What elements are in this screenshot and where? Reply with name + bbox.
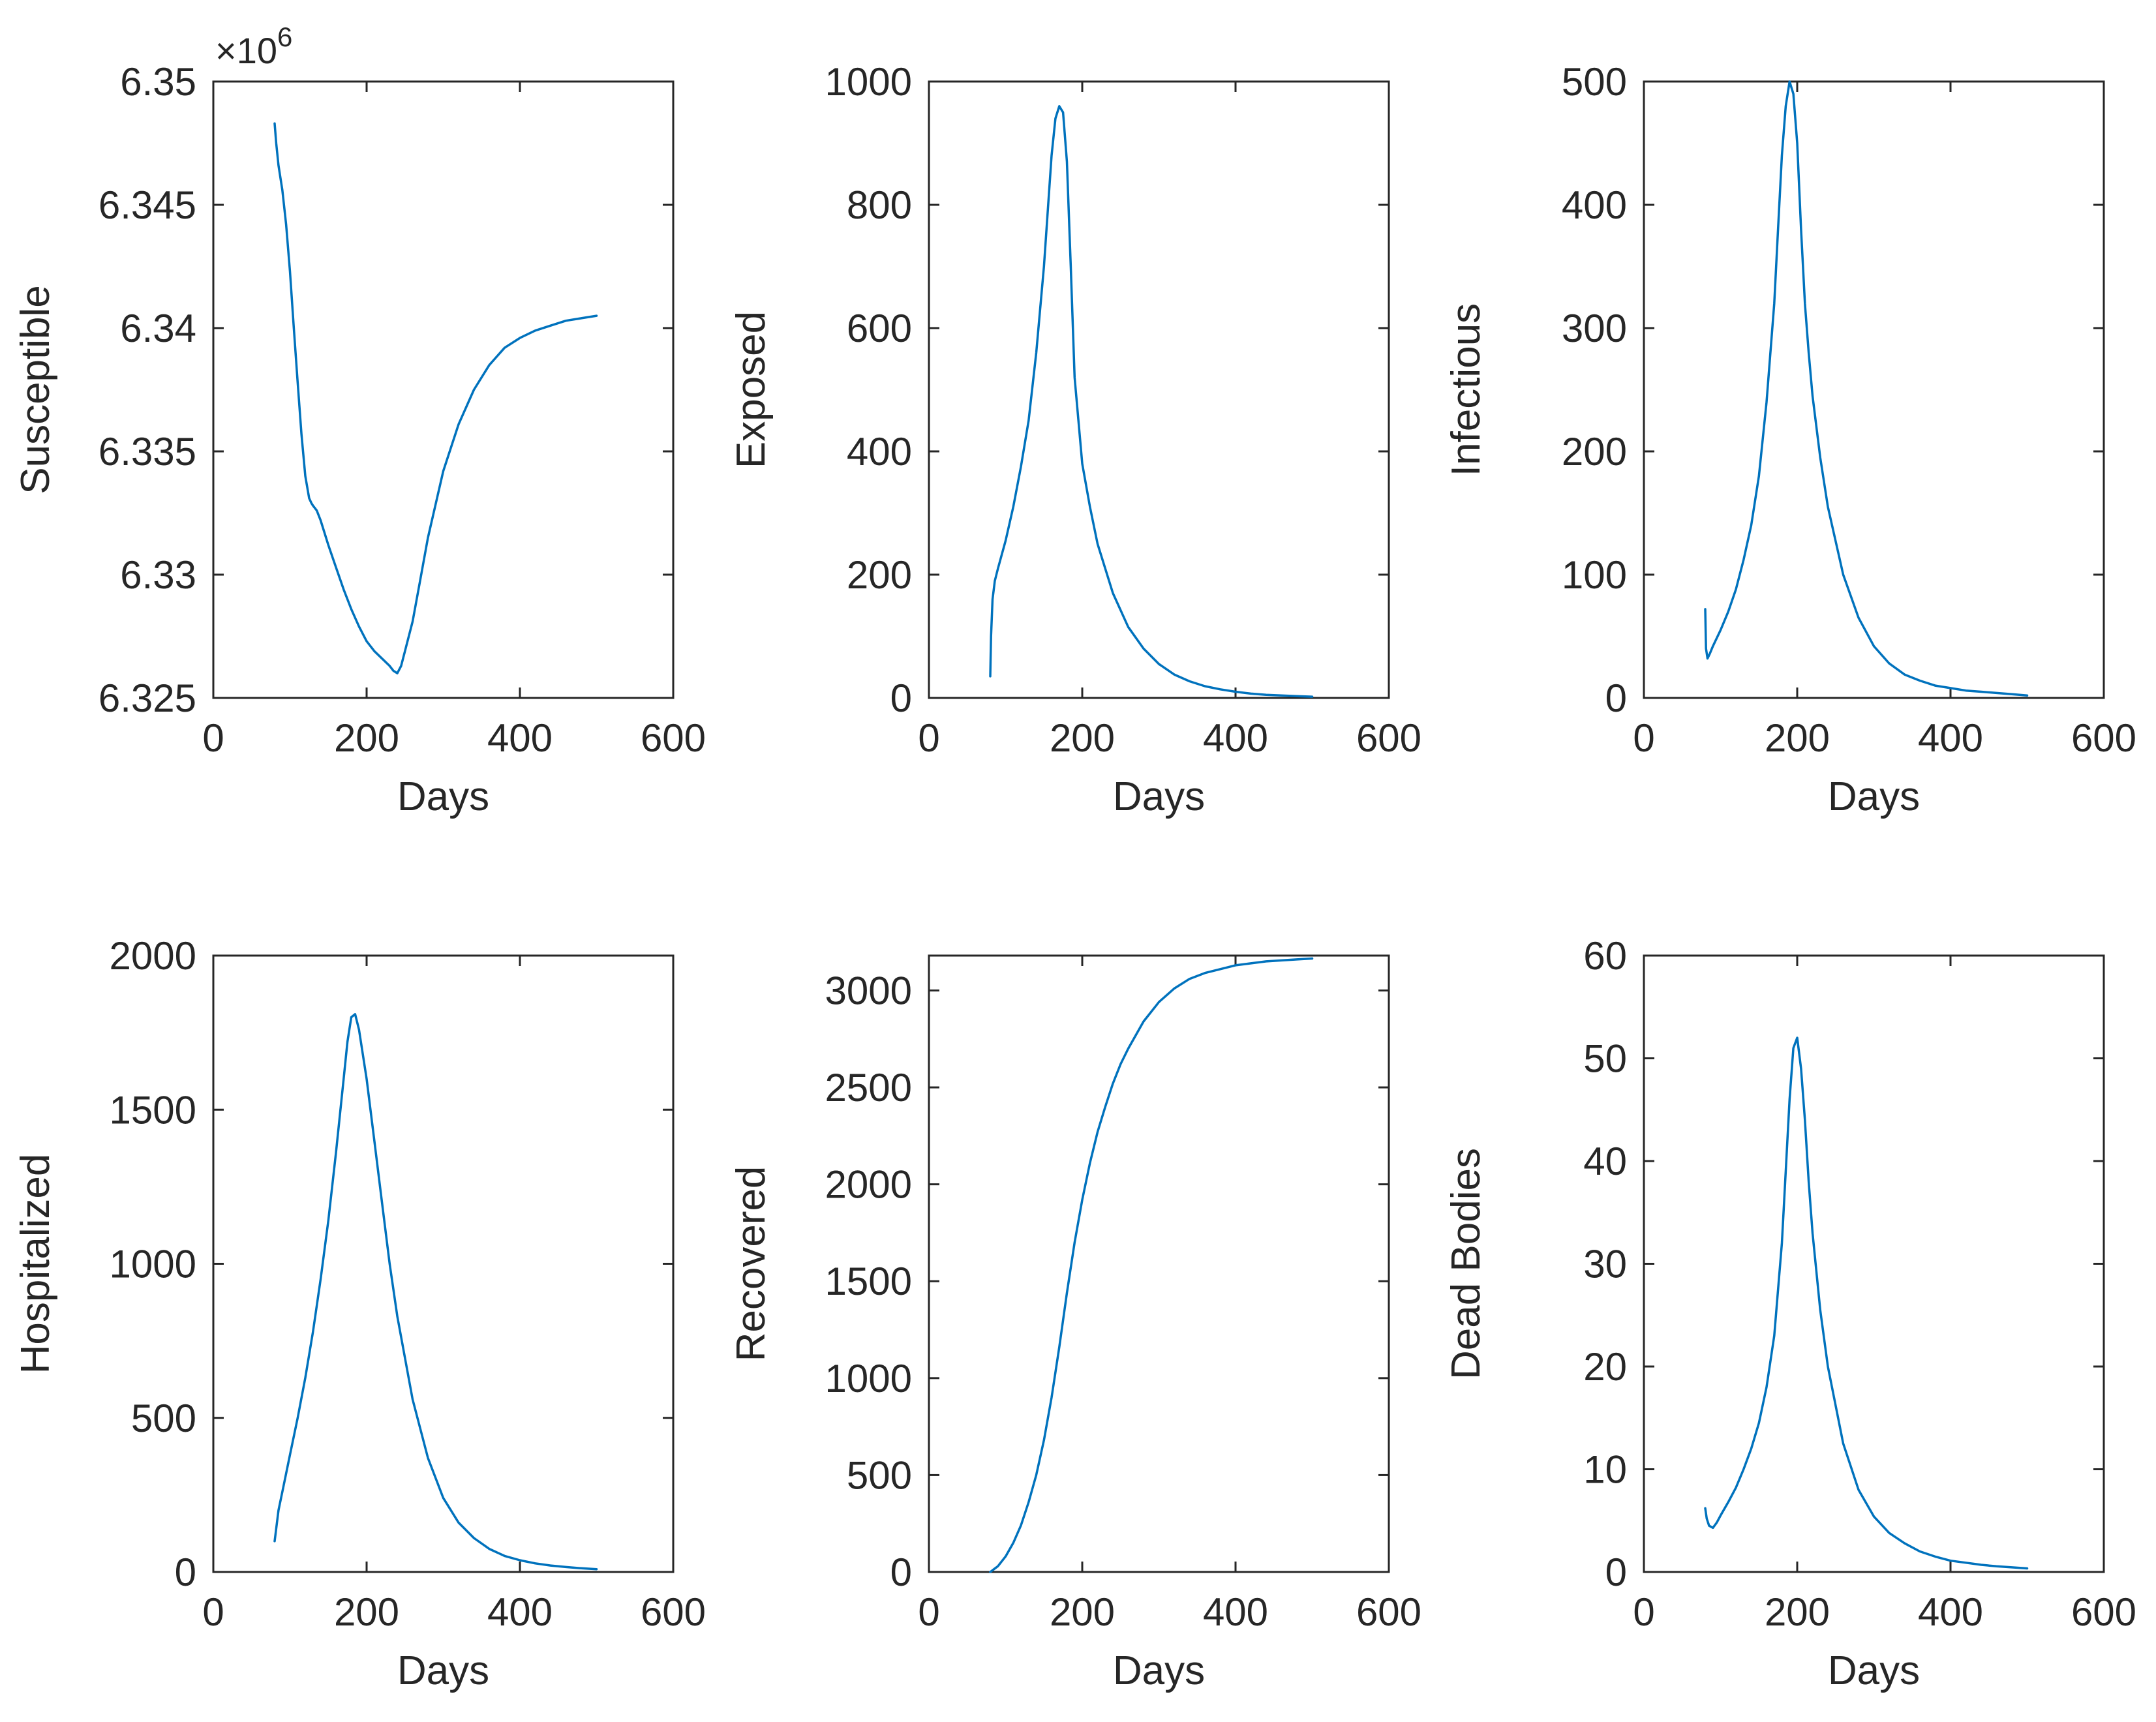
x-tick-label: 0 xyxy=(1633,1590,1654,1634)
y-tick-label: 500 xyxy=(847,1453,912,1497)
series-line-recovered xyxy=(989,957,1314,1573)
chart-panel-6: 0 200 400 600 0 10 20 30 40 50 60 Days Dead Bodies xyxy=(1444,934,2136,1693)
x-tick-label: 400 xyxy=(487,1590,553,1634)
y-tick-label: 500 xyxy=(1562,60,1627,104)
y-tick-label: 0 xyxy=(890,676,912,720)
y-tick-label: 2000 xyxy=(110,934,196,978)
y-tick-label: 40 xyxy=(1583,1140,1627,1183)
y-tick-label: 400 xyxy=(847,430,912,474)
x-tick-label: 200 xyxy=(334,1590,399,1634)
plot-frame xyxy=(212,954,675,1573)
x-tick-label: 600 xyxy=(1356,716,1421,760)
x-tick-label: 400 xyxy=(1203,1590,1268,1634)
axis-exponent-power: 6 xyxy=(277,22,292,52)
x-axis-label: Days xyxy=(1828,774,1920,819)
y-axis-label: Infectious xyxy=(1444,303,1489,476)
axis-exponent-prefix: ×10 xyxy=(215,30,277,71)
y-tick-label: 20 xyxy=(1583,1345,1627,1389)
chart-panel-2: 0 200 400 600 0 200 400 600 800 1000 Days Exposed xyxy=(729,60,1421,819)
x-tick-label: 600 xyxy=(2071,716,2136,760)
y-tick-label: 2000 xyxy=(825,1163,912,1207)
y-axis-label: Dead Bodies xyxy=(1444,1148,1489,1380)
y-tick-label: 6.345 xyxy=(99,183,196,227)
y-tick-label: 1500 xyxy=(110,1088,196,1132)
y-tick-label: 30 xyxy=(1583,1243,1627,1286)
series-line-dead-bodies xyxy=(1704,1036,2029,1570)
y-tick-label: 300 xyxy=(1562,307,1627,350)
series-line-infectious xyxy=(1704,80,2029,697)
y-tick-label: 6.34 xyxy=(120,307,196,350)
y-axis-label: Exposed xyxy=(729,311,774,468)
chart-panel-4: 0 200 400 600 0 500 1000 1500 2000 Days Hospitaliz… xyxy=(13,934,706,1693)
x-tick-label: 600 xyxy=(2071,1590,2136,1634)
y-tick-label: 50 xyxy=(1583,1037,1627,1081)
x-tick-label: 200 xyxy=(1765,1590,1830,1634)
y-tick-label: 1000 xyxy=(825,1357,912,1400)
x-tick-label: 0 xyxy=(202,716,224,760)
chart-panel-1: 0 200 400 600 6.325 6.33 6.335 6.34 6.345 6.35 ×10… xyxy=(13,22,706,819)
x-tick-label: 200 xyxy=(334,716,399,760)
y-tick-label: 200 xyxy=(847,553,912,597)
y-tick-label: 0 xyxy=(890,1550,912,1594)
x-tick-label: 200 xyxy=(1050,716,1115,760)
series-line-hospitalized xyxy=(273,1013,598,1571)
y-tick-label: 0 xyxy=(1605,676,1627,720)
y-tick-label: 0 xyxy=(175,1550,196,1594)
y-tick-label: 6.335 xyxy=(99,430,196,474)
x-tick-label: 0 xyxy=(918,1590,939,1634)
y-tick-label: 400 xyxy=(1562,183,1627,227)
y-tick-label: 200 xyxy=(1562,430,1627,474)
chart-panel-3: 0 200 400 600 0 100 200 300 400 500 Days Infectious xyxy=(1444,60,2136,819)
plot-frame xyxy=(928,954,1390,1573)
y-tick-label: 500 xyxy=(131,1397,196,1440)
x-tick-label: 200 xyxy=(1765,716,1830,760)
y-axis-label: Recovered xyxy=(729,1166,774,1362)
y-tick-label: 1000 xyxy=(110,1243,196,1286)
plot-frame xyxy=(1643,954,2105,1573)
chart-panel-5: 0 200 400 600 0 500 1000 1500 2000 2500 3000 Days Re… xyxy=(729,954,1421,1693)
y-tick-label: 0 xyxy=(1605,1550,1627,1594)
x-axis-label: Days xyxy=(397,1648,489,1693)
x-tick-label: 400 xyxy=(1918,716,1983,760)
y-tick-label: 3000 xyxy=(825,969,912,1012)
x-axis-label: Days xyxy=(1113,1648,1205,1693)
y-tick-label: 1500 xyxy=(825,1260,912,1303)
y-tick-label: 60 xyxy=(1583,934,1627,978)
x-tick-label: 400 xyxy=(1203,716,1268,760)
x-tick-label: 600 xyxy=(641,716,706,760)
plot-frame xyxy=(1643,80,2105,699)
y-tick-label: 10 xyxy=(1583,1448,1627,1492)
y-tick-label: 1000 xyxy=(825,60,912,104)
x-tick-label: 600 xyxy=(1356,1590,1421,1634)
x-tick-label: 0 xyxy=(202,1590,224,1634)
y-tick-label: 6.35 xyxy=(120,60,196,104)
series-line-exposed xyxy=(989,105,1314,698)
x-tick-label: 600 xyxy=(641,1590,706,1634)
x-tick-label: 0 xyxy=(918,716,939,760)
y-tick-label: 800 xyxy=(847,183,912,227)
x-axis-label: Days xyxy=(397,774,489,819)
x-axis-label: Days xyxy=(1828,1648,1920,1693)
x-tick-label: 200 xyxy=(1050,1590,1115,1634)
y-axis-label: Susceptible xyxy=(13,285,58,494)
x-axis-label: Days xyxy=(1113,774,1205,819)
x-tick-label: 0 xyxy=(1633,716,1654,760)
plot-frame xyxy=(928,80,1390,699)
axis-exponent: ×106 xyxy=(215,22,292,71)
y-tick-label: 2500 xyxy=(825,1066,912,1110)
y-tick-label: 6.33 xyxy=(120,553,196,597)
y-tick-label: 6.325 xyxy=(99,676,196,720)
x-tick-label: 400 xyxy=(487,716,553,760)
x-tick-label: 400 xyxy=(1918,1590,1983,1634)
series-line-susceptible xyxy=(273,122,598,674)
plot-frame xyxy=(212,80,675,699)
y-tick-label: 100 xyxy=(1562,553,1627,597)
y-axis-label: Hospitalized xyxy=(13,1154,58,1374)
y-tick-label: 600 xyxy=(847,307,912,350)
